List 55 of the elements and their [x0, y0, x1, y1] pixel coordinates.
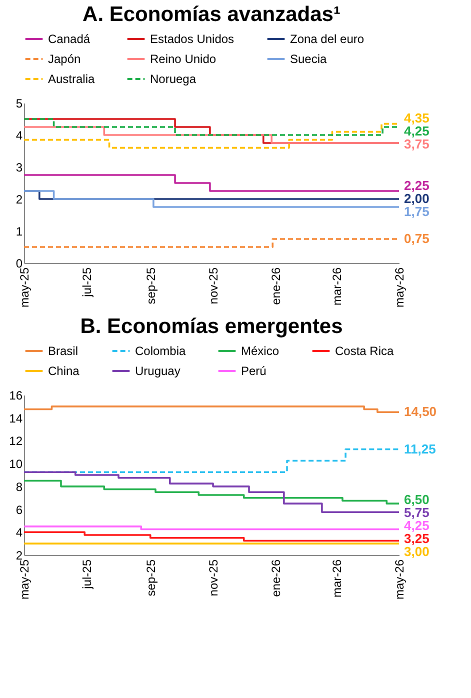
data-label: 4,25 [404, 518, 430, 533]
legend-label: Japón [48, 52, 81, 66]
x-tick-label: sep-25 [144, 559, 158, 596]
data-label: 0,75 [404, 231, 430, 246]
y-tick-label: 10 [9, 457, 23, 472]
data-label: 4,35 [404, 110, 430, 126]
data-label: 3,75 [404, 136, 430, 152]
legend-label: Australia [48, 72, 96, 86]
legend-label: Noruega [150, 72, 196, 86]
legend-label: Costa Rica [335, 344, 394, 358]
data-label: 4,25 [404, 123, 430, 138]
legend-label: Colombia [135, 344, 186, 358]
legend-label: China [48, 364, 80, 378]
x-tick-label: nov-25 [206, 267, 221, 304]
x-tick-label: may-26 [392, 559, 406, 600]
y-tick-label: 8 [16, 480, 23, 494]
chart-title: B. Economías emergentes [80, 315, 343, 338]
data-label: 3,00 [404, 544, 430, 559]
data-label: 1,75 [404, 204, 430, 219]
legend-label: Reino Unido [150, 52, 216, 66]
legend-label: México [241, 344, 280, 358]
data-label: 5,75 [404, 504, 430, 520]
data-label: 3,25 [404, 530, 430, 546]
y-tick-label: 12 [9, 434, 23, 448]
x-tick-label: jul-25 [80, 559, 94, 590]
data-label: 14,50 [404, 404, 437, 420]
legend-label: Brasil [48, 344, 78, 358]
data-label: 6,50 [404, 492, 430, 507]
x-tick-label: may-26 [392, 267, 406, 308]
y-tick-label: 4 [16, 526, 23, 540]
legend-label: Canadá [48, 32, 90, 46]
legend-label: Suecia [290, 52, 328, 66]
data-label: 11,25 [404, 441, 436, 456]
x-tick-label: sep-25 [144, 267, 158, 304]
y-tick-label: 1 [16, 224, 23, 238]
x-tick-label: nov-25 [206, 559, 221, 596]
y-tick-label: 6 [16, 502, 23, 517]
x-tick-label: jul-25 [80, 267, 94, 298]
legend-label: Zona del euro [290, 32, 364, 46]
y-tick-label: 14 [9, 411, 23, 426]
legend-label: Perú [241, 364, 266, 378]
legend-label: Estados Unidos [150, 32, 234, 46]
y-tick-label: 5 [16, 96, 23, 110]
x-tick-label: mar-26 [330, 267, 344, 306]
data-label: 2,00 [404, 191, 430, 206]
y-tick-label: 2 [16, 192, 23, 206]
chart-title: A. Economías avanzadas¹ [82, 3, 340, 26]
x-tick-label: ene-26 [269, 267, 284, 305]
x-tick-label: mar-26 [330, 559, 344, 598]
y-tick-label: 3 [16, 160, 23, 174]
legend-label: Uruguay [135, 364, 180, 378]
y-tick-label: 4 [16, 128, 23, 142]
y-tick-label: 16 [9, 388, 23, 402]
data-label: 2,25 [404, 178, 430, 193]
x-tick-label: ene-26 [269, 559, 284, 597]
